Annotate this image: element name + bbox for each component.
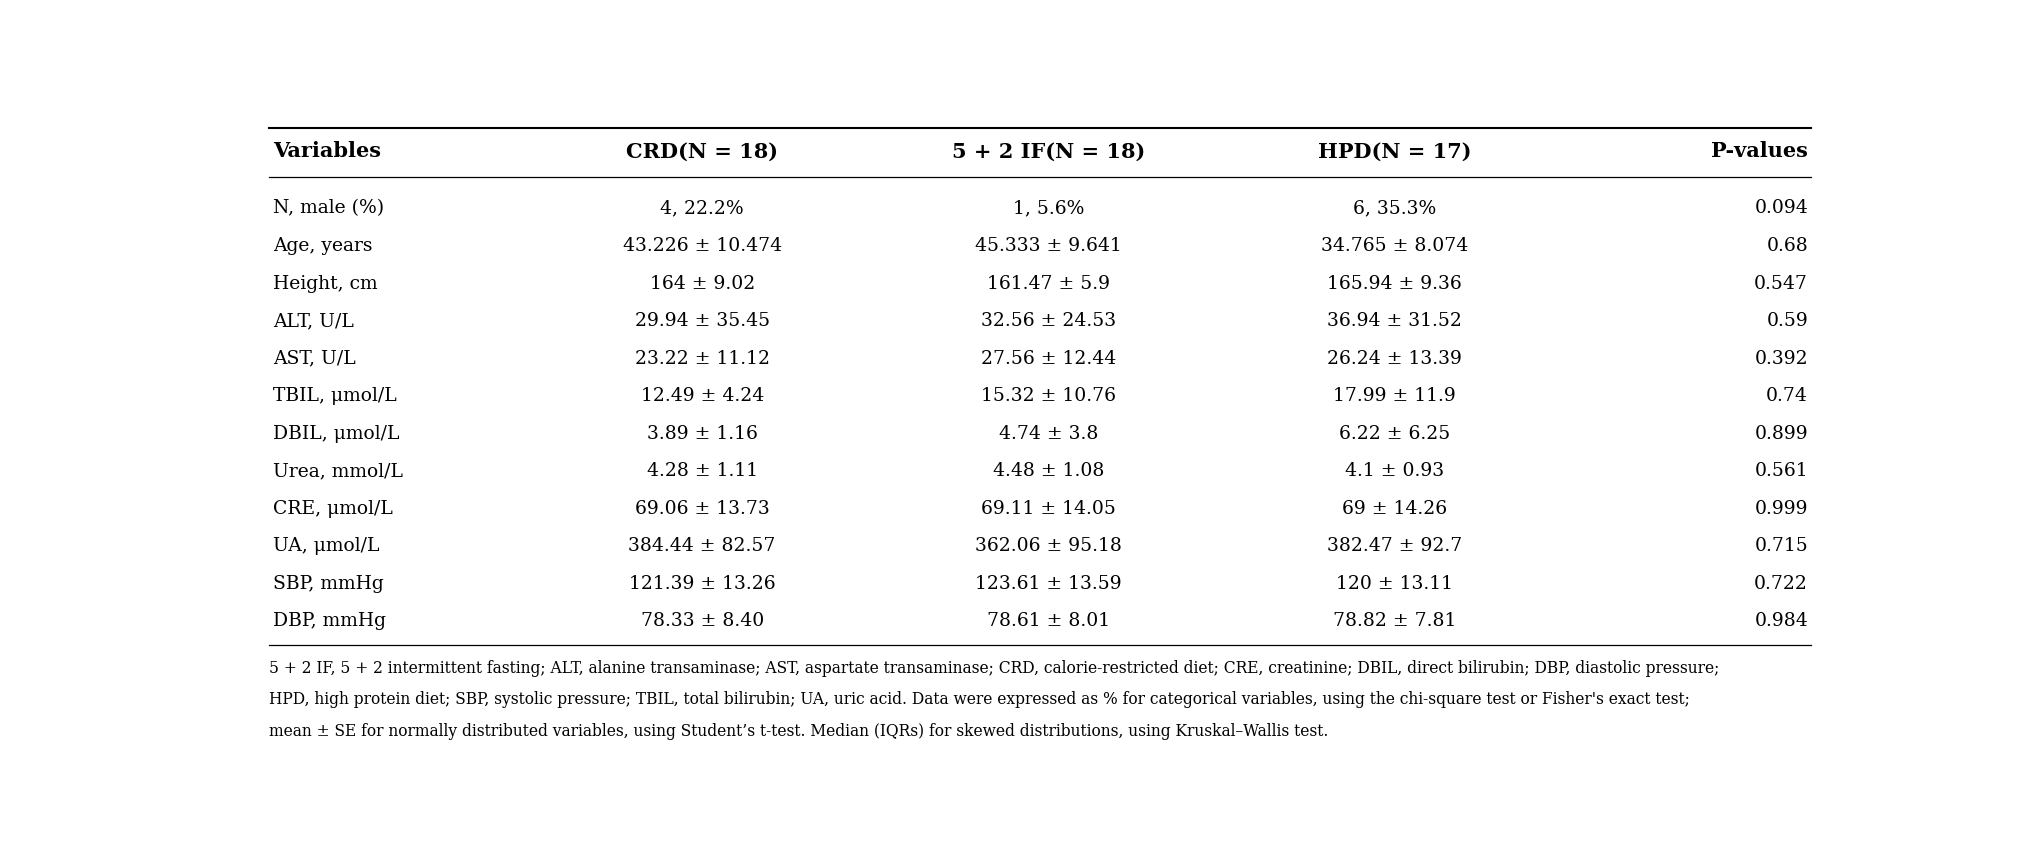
Text: 0.392: 0.392 [1754, 349, 1809, 367]
Text: P-values: P-values [1711, 141, 1809, 162]
Text: ALT, U/L: ALT, U/L [272, 312, 353, 330]
Text: 43.226 ± 10.474: 43.226 ± 10.474 [623, 237, 782, 255]
Text: 45.333 ± 9.641: 45.333 ± 9.641 [974, 237, 1123, 255]
Text: 4.28 ± 1.11: 4.28 ± 1.11 [648, 462, 757, 480]
Text: 5 + 2 IF(N = 18): 5 + 2 IF(N = 18) [952, 141, 1145, 162]
Text: 26.24 ± 13.39: 26.24 ± 13.39 [1328, 349, 1462, 367]
Text: 6.22 ± 6.25: 6.22 ± 6.25 [1338, 425, 1449, 443]
Text: 69 ± 14.26: 69 ± 14.26 [1342, 500, 1447, 518]
Text: 1, 5.6%: 1, 5.6% [1013, 199, 1084, 217]
Text: 27.56 ± 12.44: 27.56 ± 12.44 [980, 349, 1117, 367]
Text: TBIL, μmol/L: TBIL, μmol/L [272, 387, 396, 405]
Text: 0.899: 0.899 [1754, 425, 1809, 443]
Text: 382.47 ± 92.7: 382.47 ± 92.7 [1328, 537, 1462, 555]
Text: 0.547: 0.547 [1754, 275, 1809, 293]
Text: 5 + 2 IF, 5 + 2 intermittent fasting; ALT, alanine transaminase; AST, aspartate : 5 + 2 IF, 5 + 2 intermittent fasting; AL… [270, 660, 1719, 677]
Text: 384.44 ± 82.57: 384.44 ± 82.57 [629, 537, 775, 555]
Text: 0.561: 0.561 [1754, 462, 1809, 480]
Text: 0.094: 0.094 [1754, 199, 1809, 217]
Text: Height, cm: Height, cm [272, 275, 378, 293]
Text: Variables: Variables [272, 141, 382, 162]
Text: 4.74 ± 3.8: 4.74 ± 3.8 [999, 425, 1098, 443]
Text: 6, 35.3%: 6, 35.3% [1352, 199, 1435, 217]
Text: 36.94 ± 31.52: 36.94 ± 31.52 [1328, 312, 1462, 330]
Text: 4.48 ± 1.08: 4.48 ± 1.08 [993, 462, 1104, 480]
Text: 0.74: 0.74 [1766, 387, 1809, 405]
Text: HPD, high protein diet; SBP, systolic pressure; TBIL, total bilirubin; UA, uric : HPD, high protein diet; SBP, systolic pr… [270, 692, 1691, 708]
Text: DBP, mmHg: DBP, mmHg [272, 612, 386, 630]
Text: Urea, mmol/L: Urea, mmol/L [272, 462, 402, 480]
Text: DBIL, μmol/L: DBIL, μmol/L [272, 425, 400, 443]
Text: SBP, mmHg: SBP, mmHg [272, 574, 384, 592]
Text: 120 ± 13.11: 120 ± 13.11 [1336, 574, 1453, 592]
Text: 4, 22.2%: 4, 22.2% [660, 199, 743, 217]
Text: 29.94 ± 35.45: 29.94 ± 35.45 [635, 312, 769, 330]
Text: 78.33 ± 8.40: 78.33 ± 8.40 [641, 612, 763, 630]
Text: AST, U/L: AST, U/L [272, 349, 355, 367]
Text: 69.06 ± 13.73: 69.06 ± 13.73 [635, 500, 769, 518]
Text: 34.765 ± 8.074: 34.765 ± 8.074 [1322, 237, 1468, 255]
Text: 0.59: 0.59 [1766, 312, 1809, 330]
Text: 0.722: 0.722 [1754, 574, 1809, 592]
Text: 78.61 ± 8.01: 78.61 ± 8.01 [987, 612, 1110, 630]
Text: 0.999: 0.999 [1754, 500, 1809, 518]
Text: 0.68: 0.68 [1766, 237, 1809, 255]
Text: 0.715: 0.715 [1754, 537, 1809, 555]
Text: 121.39 ± 13.26: 121.39 ± 13.26 [629, 574, 775, 592]
Text: CRD(N = 18): CRD(N = 18) [625, 141, 777, 162]
Text: 23.22 ± 11.12: 23.22 ± 11.12 [635, 349, 769, 367]
Text: 3.89 ± 1.16: 3.89 ± 1.16 [648, 425, 757, 443]
Text: 12.49 ± 4.24: 12.49 ± 4.24 [641, 387, 763, 405]
Text: UA, μmol/L: UA, μmol/L [272, 537, 380, 555]
Text: 164 ± 9.02: 164 ± 9.02 [650, 275, 755, 293]
Text: 0.984: 0.984 [1754, 612, 1809, 630]
Text: 17.99 ± 11.9: 17.99 ± 11.9 [1334, 387, 1456, 405]
Text: 123.61 ± 13.59: 123.61 ± 13.59 [974, 574, 1121, 592]
Text: 32.56 ± 24.53: 32.56 ± 24.53 [980, 312, 1117, 330]
Text: 165.94 ± 9.36: 165.94 ± 9.36 [1328, 275, 1462, 293]
Text: 4.1 ± 0.93: 4.1 ± 0.93 [1344, 462, 1443, 480]
Text: Age, years: Age, years [272, 237, 371, 255]
Text: CRE, μmol/L: CRE, μmol/L [272, 500, 392, 518]
Text: 161.47 ± 5.9: 161.47 ± 5.9 [987, 275, 1110, 293]
Text: HPD(N = 17): HPD(N = 17) [1317, 141, 1472, 162]
Text: 78.82 ± 7.81: 78.82 ± 7.81 [1332, 612, 1456, 630]
Text: mean ± SE for normally distributed variables, using Student’s t-test. Median (IQ: mean ± SE for normally distributed varia… [270, 723, 1330, 740]
Text: 15.32 ± 10.76: 15.32 ± 10.76 [980, 387, 1117, 405]
Text: N, male (%): N, male (%) [272, 199, 384, 217]
Text: 362.06 ± 95.18: 362.06 ± 95.18 [974, 537, 1123, 555]
Text: 69.11 ± 14.05: 69.11 ± 14.05 [980, 500, 1117, 518]
